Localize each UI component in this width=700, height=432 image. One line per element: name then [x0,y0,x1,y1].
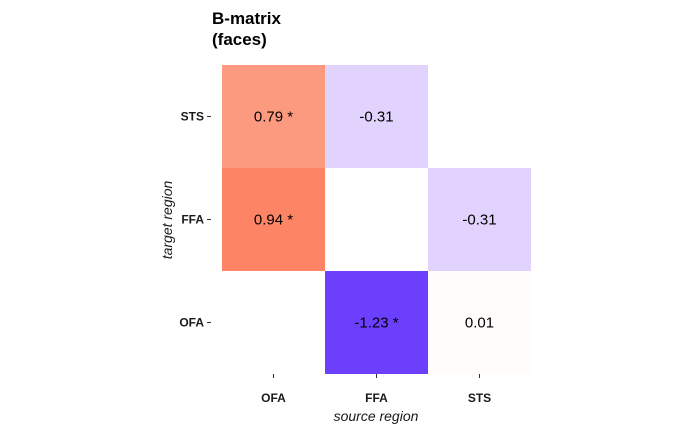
cell-value-label: -0.31 [359,109,393,126]
y-tick-label: OFA [179,316,204,330]
heatmap-cell-ffa-from-sts [428,168,531,271]
cell-value-label: -0.31 [462,212,496,229]
cell-value-label: -1.23 * [354,315,398,332]
y-axis-label: target region [159,180,175,259]
x-tick-label: OFA [261,391,286,405]
y-tick-label: STS [181,110,204,124]
heatmap-cell-ofa-from-sts [428,271,531,374]
heatmap-cells: 0.79 * -0.31 0.94 * -0.31 -1.23 * 0.01 [222,65,531,374]
y-tick-label: FFA [181,213,204,227]
heatmap-cell-sts-from-ofa [222,65,325,168]
x-axis-label: source region [334,408,419,424]
chart-title-line-2: (faces) [212,30,267,49]
heatmap-cell-sts-from-ffa [325,65,428,168]
x-tick-label: FFA [365,391,388,405]
heatmap-cell-ofa-from-ffa [325,271,428,374]
cell-value-label: 0.79 * [254,109,293,126]
x-tick-label: STS [468,391,491,405]
cell-value-label: 0.94 * [254,212,293,229]
heatmap-cell-ffa-from-ofa [222,168,325,271]
chart-title-line-1: B-matrix [212,9,282,28]
cell-value-label: 0.01 [465,315,494,332]
axis-ticks: OFA FFA STS STS FFA OFA [179,110,491,406]
